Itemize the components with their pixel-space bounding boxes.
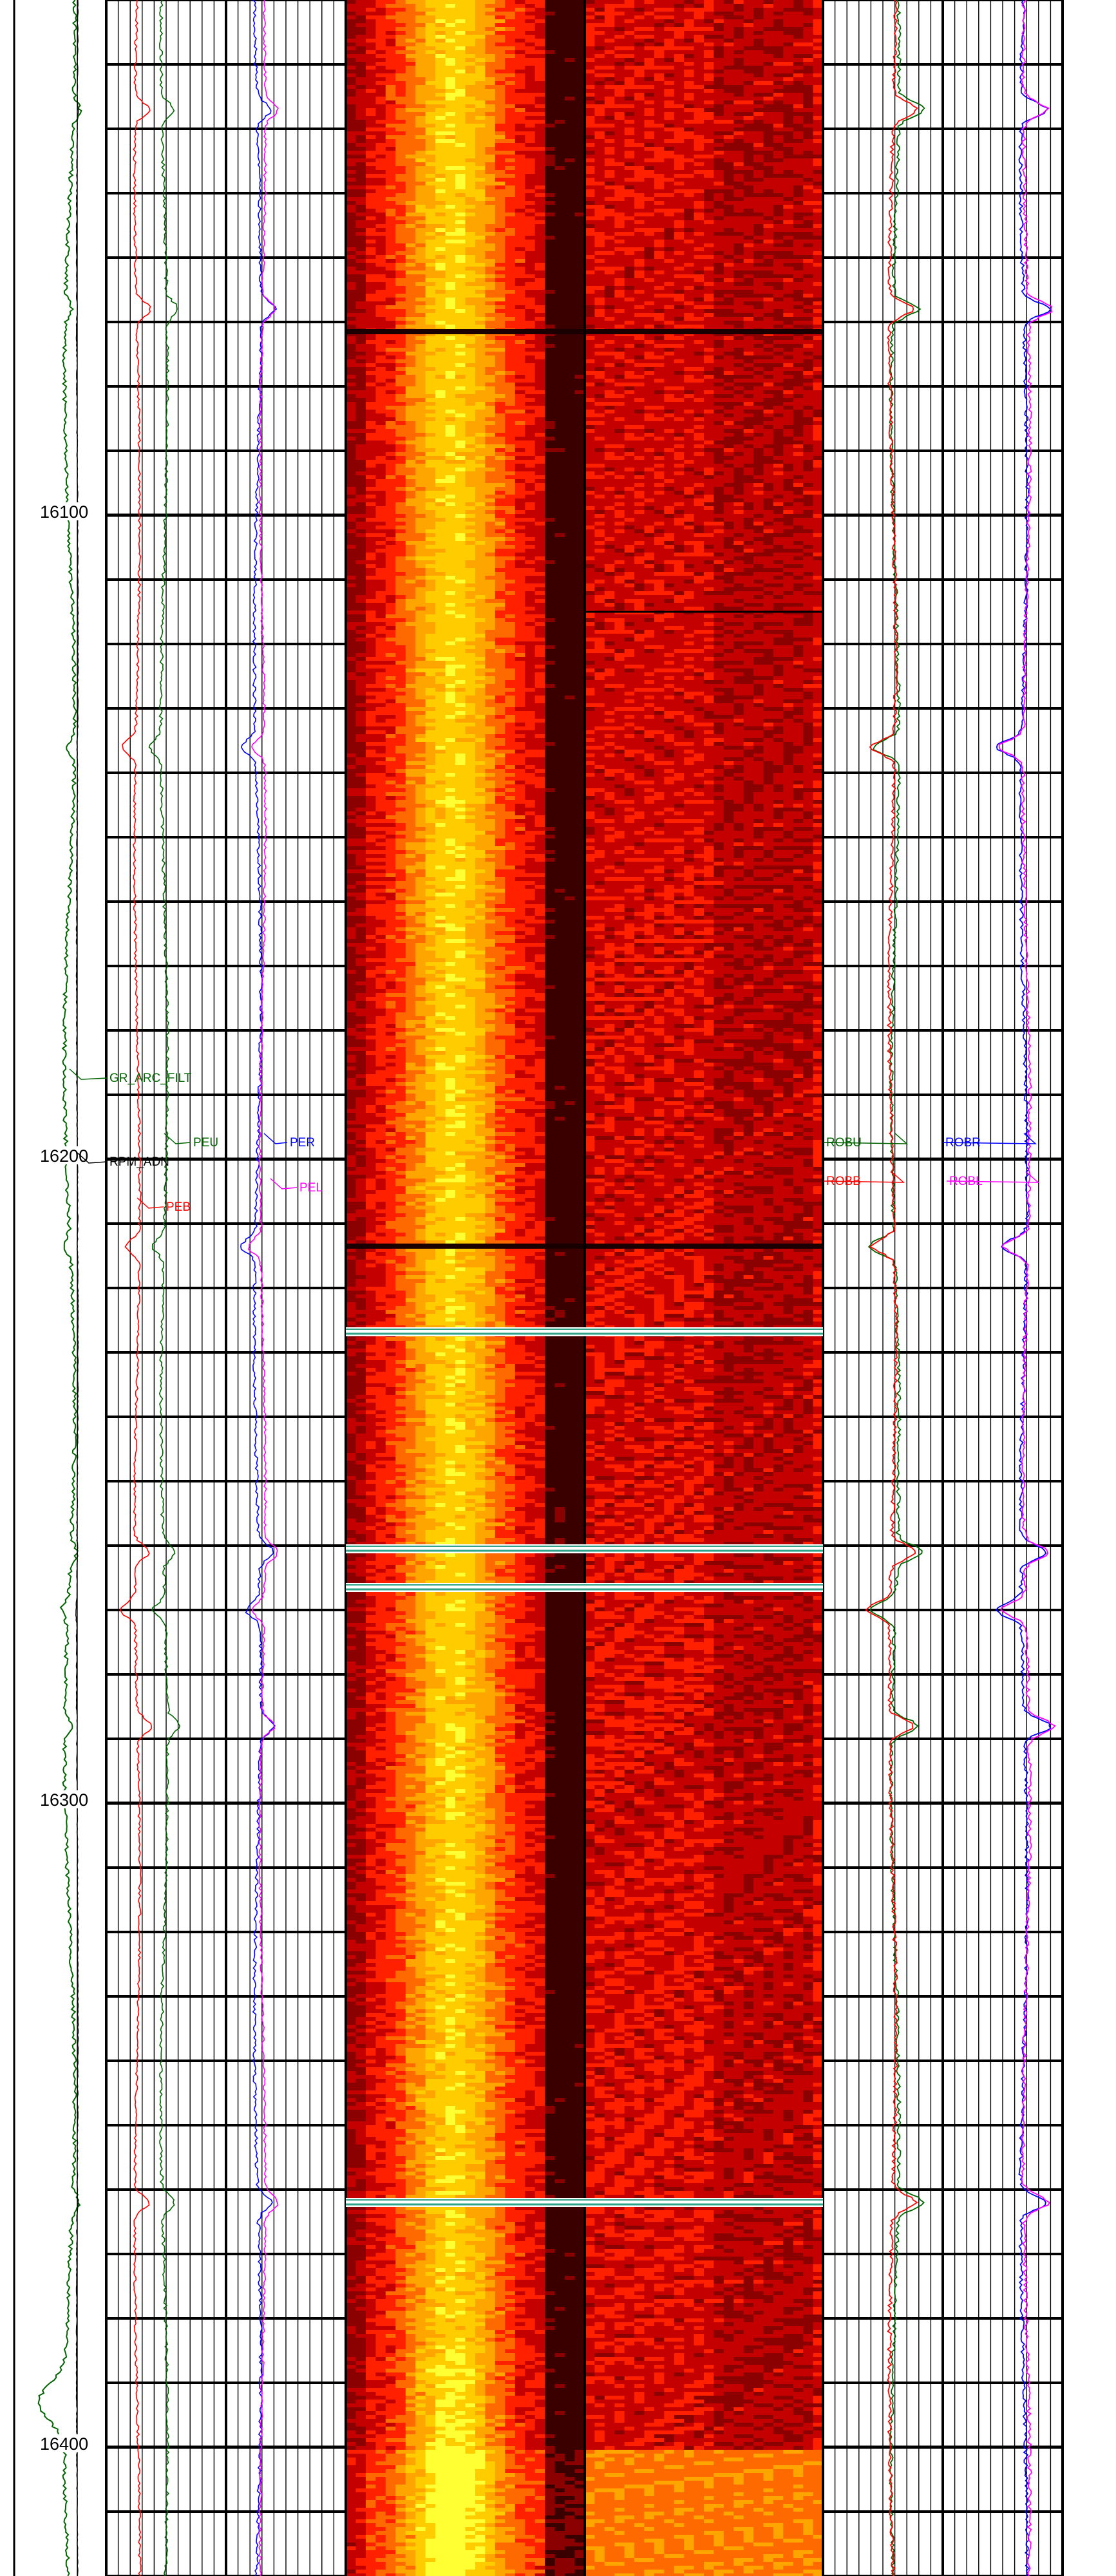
depth-label: 16400 [40,2434,88,2454]
image-dark-band [585,329,823,334]
curve-gr-arc-filt [39,0,82,2576]
label-peu: PEU [193,1136,218,1150]
image-dark-band [346,329,585,334]
label-rpm-adn: RPM_ADN [109,1155,169,1169]
label-robu: ROBU [826,1136,862,1150]
image-track-1 [346,0,585,2576]
label-pel-arrow [270,1179,297,1189]
label-gr-arc-filt: GR_ARC_FILT [109,1072,192,1085]
label-robb: ROBB [826,1175,861,1188]
label-per: PER [290,1136,315,1150]
image-dark-band [585,1244,823,1249]
image-track-2 [585,0,824,2576]
label-pel: PEL [299,1181,323,1195]
label-peb: PEB [166,1200,191,1214]
label-robr: ROBR [945,1136,981,1150]
label-gr-arc-filt-arrow [70,1069,107,1079]
label-per-arrow [264,1133,287,1144]
depth-label: 16300 [40,1790,88,1810]
image-dark-band [346,1244,585,1249]
depth-label: 16100 [40,502,88,522]
label-robl: ROBL [949,1175,983,1188]
